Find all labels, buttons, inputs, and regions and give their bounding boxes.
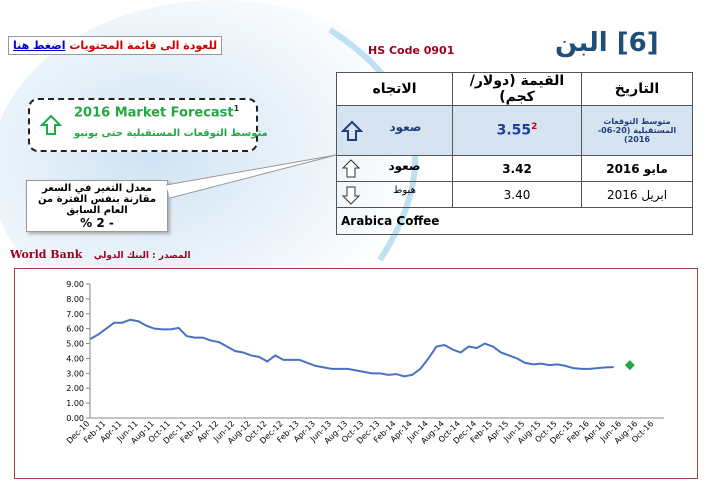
value-note: 2 [531, 122, 538, 133]
line [89, 318, 614, 378]
y-tick-label: 6.00 [66, 325, 84, 334]
up-arrow [40, 114, 62, 135]
header-cell: التاريخ [581, 72, 693, 106]
y-tick-label: 8.00 [66, 295, 84, 304]
callout-text: معدل التغير في السعر مقارنة بنفس الفترة … [37, 183, 157, 216]
price-table: التاريخ القيمة (دولار/كجم) الاتجاه متوسط… [336, 72, 693, 235]
forecast-title-text: 2016 Market Forecast [74, 105, 234, 121]
value-cell: 3.40 [452, 181, 582, 208]
y-tick-label: 9.00 [66, 280, 84, 289]
forecast-subtitle: متوسط التوقعات المستقبلية حتى يونيو [74, 128, 268, 139]
row: ابريل 2016 3.40 هبوط [336, 181, 693, 208]
back-box: للعودة الى قائمة المحتويات اضغط هنا [8, 36, 223, 55]
header-cell: القيمة (دولار/كجم) [452, 72, 582, 106]
chart: 0.00 1.00 2.00 3.00 4.00 5.00 6.00 7.00 8.00 9.00… [14, 268, 698, 479]
forecast-point [624, 360, 635, 371]
back-text: للعودة الى قائمة المحتويات [69, 39, 218, 52]
direction: صعود [388, 158, 421, 173]
footer-cell: Arabica Coffee [336, 207, 693, 235]
direction: صعود [389, 119, 422, 134]
up-arrow [341, 158, 361, 177]
direction-cell: صعود [336, 105, 453, 156]
y-tick-label: 3.00 [66, 369, 84, 378]
value-cell: 3.552 [452, 105, 582, 156]
forecast-note: 1 [233, 104, 240, 113]
callout-pointer [166, 154, 337, 199]
value-cell: 3.42 [452, 155, 582, 182]
date-cell: ابريل 2016 [581, 181, 693, 208]
date-cell: مايو 2016 [581, 155, 693, 182]
source: World Bank المصدر : البنك الدولي [10, 248, 191, 261]
forecast-box: 2016 Market Forecast1 متوسط التوقعات الم… [28, 98, 268, 152]
source-name: World Bank [10, 248, 83, 261]
y-tick-label: 0.00 [66, 414, 84, 423]
chart-frame [14, 268, 698, 479]
row: Arabica Coffee [336, 207, 693, 235]
date-cell: متوسط التوقعات المستقبلية (20-06-2016) [581, 105, 693, 156]
row: مايو 2016 3.42 صعود [336, 155, 693, 182]
back-link[interactable]: اضغط هنا [13, 39, 66, 52]
y-tick-label: 7.00 [66, 310, 84, 319]
row: متوسط التوقعات المستقبلية (20-06-2016) 3… [336, 105, 693, 156]
direction: هبوط [393, 184, 416, 196]
up-arrow [341, 120, 363, 141]
y-tick-label: 4.00 [66, 354, 84, 363]
value: 3.55 [496, 122, 532, 139]
direction-cell: هبوط [336, 181, 453, 208]
y-tick-label: 1.00 [66, 399, 84, 408]
y-tick-label: 5.00 [66, 340, 84, 349]
callout: معدل التغير في السعر مقارنة بنفس الفترة … [26, 180, 168, 232]
direction-cell: صعود [336, 155, 453, 182]
title: [6] البن [555, 28, 659, 58]
forecast-title: 2016 Market Forecast1 [74, 104, 239, 120]
source-label: المصدر : البنك الدولي [93, 251, 191, 261]
down-arrow [341, 186, 361, 205]
header-cell: الاتجاه [336, 72, 453, 106]
y-tick-label: 2.00 [66, 384, 84, 393]
header-row: التاريخ القيمة (دولار/كجم) الاتجاه [336, 72, 693, 106]
callout-value: - 2 % [80, 216, 114, 230]
hs-code: HS Code 0901 [368, 44, 455, 57]
